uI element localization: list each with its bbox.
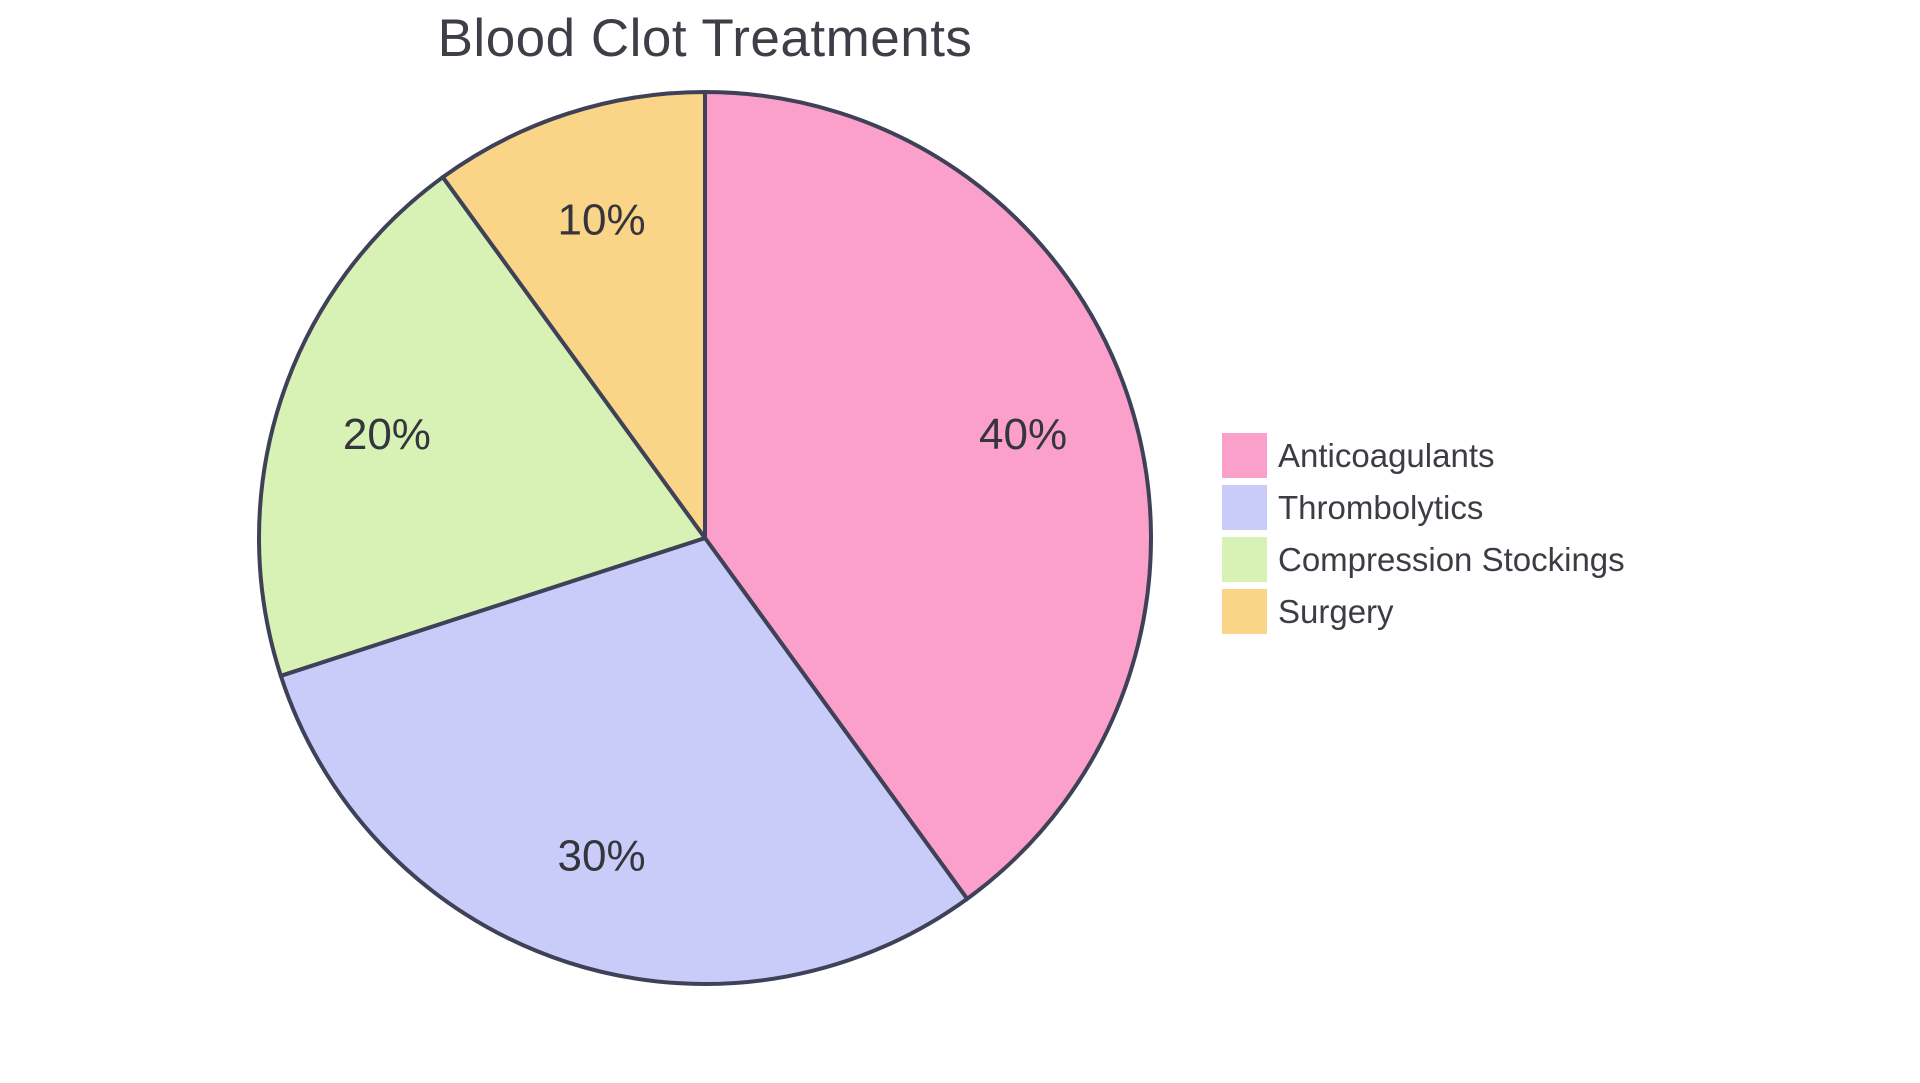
pie-slice-thrombolytics xyxy=(278,536,970,986)
legend-item-compression-stockings: Compression Stockings xyxy=(1222,537,1625,582)
slice-percent-label-surgery: 10% xyxy=(558,195,646,244)
pie-slice-anticoagulants xyxy=(703,90,1153,901)
legend-swatch-thrombolytics xyxy=(1222,485,1267,530)
legend-item-anticoagulants: Anticoagulants xyxy=(1222,433,1625,478)
pie-slice-compression-stockings xyxy=(257,175,707,678)
legend-label-thrombolytics: Thrombolytics xyxy=(1278,488,1484,526)
legend-item-surgery: Surgery xyxy=(1222,589,1625,634)
slice-percent-label-compression-stockings: 20% xyxy=(343,410,431,459)
slice-percent-label-thrombolytics: 30% xyxy=(558,832,646,881)
legend-item-thrombolytics: Thrombolytics xyxy=(1222,485,1625,530)
pie-slice-surgery xyxy=(440,90,707,540)
legend-label-compression-stockings: Compression Stockings xyxy=(1278,540,1625,578)
chart-title: Blood Clot Treatments xyxy=(437,9,973,68)
legend-label-anticoagulants: Anticoagulants xyxy=(1278,436,1495,474)
slice-percent-label-anticoagulants: 40% xyxy=(979,410,1067,459)
legend-label-surgery: Surgery xyxy=(1278,592,1394,630)
legend-swatch-anticoagulants xyxy=(1222,433,1267,478)
legend-swatch-surgery xyxy=(1222,589,1267,634)
legend-swatch-compression-stockings xyxy=(1222,537,1267,582)
legend: Anticoagulants Thrombolytics Compression S… xyxy=(1222,433,1625,634)
